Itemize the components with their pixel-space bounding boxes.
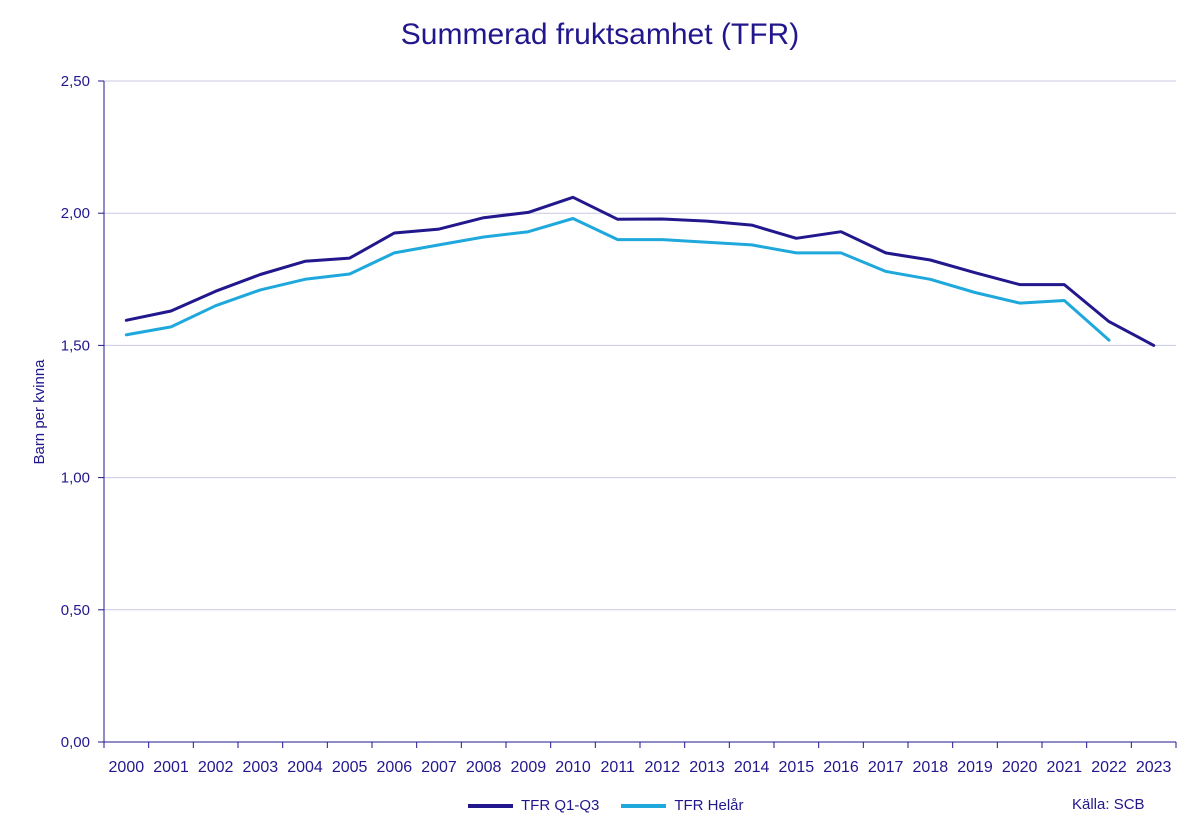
y-tick-label: 0,00	[61, 734, 90, 751]
y-tick-label: 2,50	[61, 73, 90, 90]
y-tick-labels: 0,00 0,50 1,00 1,50 2,00 2,50	[61, 73, 90, 751]
x-tick-label: 2019	[957, 759, 993, 776]
y-tick-label: 1,00	[61, 470, 90, 487]
legend-swatch-helar	[621, 803, 667, 808]
x-tick-label: 2015	[779, 759, 815, 776]
x-tick-labels: 2000 2001 2002 2003 2004 2005 2006 2007 2008 2009…	[109, 759, 1172, 776]
gridlines	[104, 80, 1176, 611]
legend-label-helar: TFR Helår	[674, 797, 744, 814]
x-tick-label: 2006	[377, 759, 413, 776]
series-line-tfr-helar	[124, 217, 1111, 342]
x-tick-label: 2021	[1047, 759, 1083, 776]
y-tick-label: 2,00	[61, 205, 90, 222]
y-tick-label: 0,50	[61, 602, 90, 619]
series-lines	[124, 195, 1156, 347]
x-tick-label: 2003	[243, 759, 279, 776]
x-tick-label: 2009	[511, 759, 547, 776]
x-tick-label: 2014	[734, 759, 770, 776]
x-tick-label: 2018	[913, 759, 949, 776]
x-tick-label: 2000	[109, 759, 145, 776]
axes	[98, 80, 1177, 748]
x-tick-label: 2008	[466, 759, 502, 776]
x-tick-label: 2002	[198, 759, 234, 776]
series-line-tfr-q1-q3	[124, 195, 1156, 347]
y-tick-label: 1,50	[61, 337, 90, 354]
x-tick-label: 2007	[421, 759, 457, 776]
x-tick-label: 2001	[153, 759, 189, 776]
legend-item-q1q3: TFR Q1-Q3	[468, 797, 599, 814]
legend-label-q1q3: TFR Q1-Q3	[521, 797, 600, 814]
x-tick-label: 2010	[555, 759, 591, 776]
x-tick-label: 2005	[332, 759, 368, 776]
x-tick-label: 2011	[600, 759, 635, 776]
x-tick-label: 2013	[689, 759, 725, 776]
x-tick-label: 2004	[287, 759, 323, 776]
y-axis-label: Barn per kvinna	[31, 359, 48, 465]
x-tick-label: 2020	[1002, 759, 1038, 776]
x-tick-label: 2023	[1136, 759, 1172, 776]
x-tick-label: 2012	[645, 759, 681, 776]
chart-title: Summerad fruktsamhet (TFR)	[400, 18, 800, 51]
legend-swatch-q1q3	[468, 803, 513, 808]
x-tick-label: 2016	[823, 759, 859, 776]
source-note: Källa: SCB	[1072, 796, 1145, 813]
x-tick-label: 2022	[1091, 759, 1127, 776]
x-tick-label: 2017	[868, 759, 904, 776]
legend-item-helar: TFR Helår	[621, 797, 744, 814]
legend: TFR Q1-Q3 TFR Helår	[468, 797, 766, 814]
